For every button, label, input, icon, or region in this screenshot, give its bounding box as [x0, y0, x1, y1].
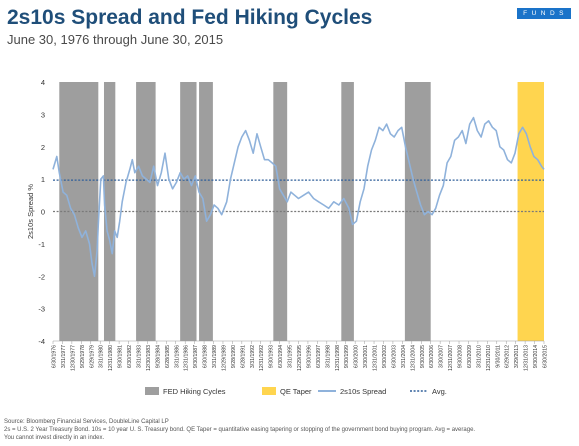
x-tick-label: 6/28/1991 [240, 345, 246, 368]
x-tick-label: 6/29/1979 [89, 345, 95, 368]
hiking-cycle-band [103, 82, 116, 341]
x-tick-label: 9/28/1984 [155, 345, 161, 368]
x-tick-label: 9/30/1996 [306, 345, 312, 368]
x-tick-label: 9/30/2005 [420, 345, 426, 368]
x-tick-label: 9/30/1993 [269, 345, 275, 368]
footnote-definitions: 2s = U.S. 2 Year Treasury Bond. 10s = 10… [4, 427, 476, 433]
x-tick-label: 6/30/1988 [203, 345, 209, 368]
hiking-cycle-band [180, 82, 197, 341]
x-tick-label: 9/30/2014 [533, 345, 539, 368]
x-tick-label: 3/29/2013 [514, 345, 520, 368]
x-tick-label: 6/30/1997 [316, 345, 322, 368]
footnotes: Source: Bloomberg Financial Services, Do… [4, 418, 574, 442]
y-tick-label: 3 [41, 110, 45, 119]
x-tick-label: 9/30/2008 [458, 345, 464, 368]
x-tick-label: 12/29/1989 [221, 345, 227, 371]
x-tick-label: 6/28/1985 [165, 345, 171, 368]
x-tick-label: 9/28/1990 [231, 345, 237, 368]
legend-label: QE Taper [280, 387, 312, 396]
brand-logo: FUNDS [517, 8, 571, 19]
x-tick-label: 6/30/1982 [127, 345, 133, 368]
hiking-cycle-band [341, 82, 354, 341]
legend-label: 2s10s Spread [340, 387, 386, 396]
x-tick-label: 12/31/1986 [184, 345, 190, 371]
x-tick-label: 3/30/2007 [439, 345, 445, 368]
x-tick-label: 3/31/2010 [476, 345, 482, 368]
footnote-disclaimer: You cannot invest directly in an index. [4, 435, 105, 441]
x-tick-label: 12/31/2013 [524, 345, 530, 371]
footnote-source: Source: Bloomberg Financial Services, Do… [4, 419, 169, 425]
legend-label: Avg. [432, 387, 447, 396]
x-tick-label: 12/31/1998 [335, 345, 341, 371]
x-tick-label: 6/30/1976 [52, 345, 58, 368]
x-tick-label: 3/31/2004 [401, 345, 407, 368]
chart-title: 2s10s Spread and Fed Hiking Cycles [7, 6, 373, 29]
x-tick-label: 3/31/1989 [212, 345, 218, 368]
spread-series-line [52, 116, 545, 278]
x-tick-label: 12/31/2007 [448, 345, 454, 371]
x-tick-label: 6/30/1994 [278, 345, 284, 368]
x-tick-label: 12/31/2010 [486, 345, 492, 371]
x-tick-label: 3/31/1986 [174, 345, 180, 368]
x-tick-label: 9/30/1981 [118, 345, 124, 368]
x-tick-label: 12/31/2001 [373, 345, 379, 371]
x-tick-label: 9/30/1987 [193, 345, 199, 368]
y-tick-label: -4 [38, 337, 45, 346]
chart-legend: FED Hiking Cycles QE Taper 2s10s Spread Avg… [145, 387, 447, 396]
y-tick-label: -2 [38, 272, 45, 281]
x-tick-label: 6/30/2009 [467, 345, 473, 368]
chart-subtitle: June 30, 1976 through June 30, 2015 [7, 32, 224, 47]
x-tick-label: 3/31/1998 [325, 345, 331, 368]
x-tick-label: 9/30/2011 [495, 345, 501, 368]
x-tick-label: 6/30/2000 [354, 345, 360, 368]
y-tick-label: -1 [38, 240, 45, 249]
x-tick-label: 3/31/1983 [136, 345, 142, 368]
x-tick-label: 12/31/1980 [108, 345, 114, 371]
x-tick-label: 12/29/1995 [297, 345, 303, 371]
hiking-cycle-band [136, 82, 156, 341]
y-tick-label: -3 [38, 305, 45, 314]
x-tick-label: 6/29/2012 [505, 345, 511, 368]
x-tick-label: 6/30/2006 [429, 345, 435, 368]
x-tick-label: 9/29/1978 [80, 345, 86, 368]
x-tick-label: 12/31/2004 [410, 345, 416, 371]
y-tick-label: 1 [41, 175, 45, 184]
y-tick-label: 0 [41, 208, 45, 217]
x-tick-label: 12/30/1983 [146, 345, 152, 371]
x-tick-label: 3/31/1980 [99, 345, 105, 368]
x-tick-label: 9/30/1999 [344, 345, 350, 368]
x-tick-label: 12/31/1992 [259, 345, 265, 371]
x-tick-label: 6/30/2015 [543, 345, 549, 368]
legend-swatch [145, 387, 159, 395]
legend-label: FED Hiking Cycles [163, 387, 226, 396]
legend-swatch [262, 387, 276, 395]
x-tick-label: 3/31/1992 [250, 345, 256, 368]
x-tick-label: 3/30/2001 [363, 345, 369, 368]
y-tick-label: 2 [41, 143, 45, 152]
y-axis-label: 2s10s Spread % [26, 184, 35, 239]
x-tick-label: 3/31/1995 [288, 345, 294, 368]
x-tick-label: 12/30/1977 [70, 345, 76, 371]
x-tick-label: 9/30/2002 [382, 345, 388, 368]
x-tick-label: 3/31/1977 [61, 345, 67, 368]
x-tick-label: 6/30/2003 [391, 345, 397, 368]
y-tick-label: 4 [41, 78, 45, 87]
chart-lines [52, 116, 545, 278]
